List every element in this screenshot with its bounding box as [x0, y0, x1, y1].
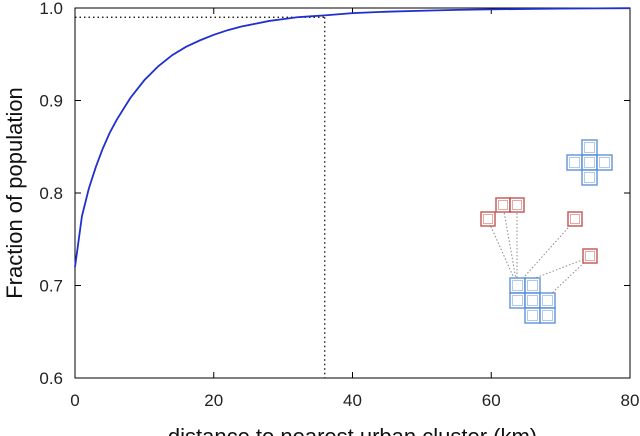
urban-cell-upper-inner — [584, 172, 595, 183]
urban-cell-upper-inner — [584, 142, 595, 153]
tick-labels: 0 20 40 60 80 0.6 0.7 0.8 0.9 1.0 — [39, 0, 639, 410]
rural-cell — [567, 211, 583, 227]
link-line — [487, 219, 518, 286]
urban-cell-lower-inner — [512, 295, 523, 306]
y-axis-title: Fraction of population — [2, 87, 27, 299]
urban-cluster-diagram-icon — [480, 139, 613, 324]
reference-lines — [75, 16, 326, 378]
series-group — [74, 7, 631, 268]
rural-cell — [509, 197, 525, 213]
urban-cell-upper-inner — [599, 157, 610, 168]
urban-cell-lower — [539, 307, 556, 324]
link-line — [516, 256, 591, 286]
urban-cell-lower-inner — [527, 310, 538, 321]
urban-cell-upper-inner — [569, 157, 580, 168]
rural-cell — [480, 211, 496, 227]
rural-cell — [582, 248, 598, 264]
urban-cell-upper — [581, 169, 598, 186]
urban-cell-upper-inner — [584, 157, 595, 168]
rural-cell-inner — [483, 214, 493, 224]
x-tick-label: 20 — [204, 391, 223, 410]
series-line — [74, 7, 631, 268]
urban-cell-lower-inner — [542, 295, 553, 306]
rural-cell-inner — [585, 251, 595, 261]
x-axis-title: distance to nearest urban cluster (km) — [168, 424, 537, 436]
y-tick-label: 0.8 — [39, 184, 63, 203]
urban-cell-lower-inner — [542, 310, 553, 321]
link-line — [502, 205, 518, 286]
urban-cell-lower-inner — [527, 280, 538, 291]
axis-ticks — [74, 7, 631, 379]
link-line — [516, 219, 576, 286]
y-tick-label: 0.7 — [39, 277, 63, 296]
y-tick-label: 0.9 — [39, 92, 63, 111]
urban-cell-lower-inner — [512, 280, 523, 291]
y-tick-label: 1.0 — [39, 0, 63, 18]
y-tick-label: 0.6 — [39, 369, 63, 388]
x-tick-label: 0 — [70, 391, 79, 410]
urban-cell-lower-inner — [527, 295, 538, 306]
x-tick-label: 80 — [621, 391, 640, 410]
urban-cell-upper — [596, 154, 613, 171]
x-tick-label: 40 — [343, 391, 362, 410]
rural-cell-inner — [570, 214, 580, 224]
rural-cell-inner — [512, 200, 522, 210]
rural-cell-inner — [498, 200, 508, 210]
x-tick-label: 60 — [482, 391, 501, 410]
